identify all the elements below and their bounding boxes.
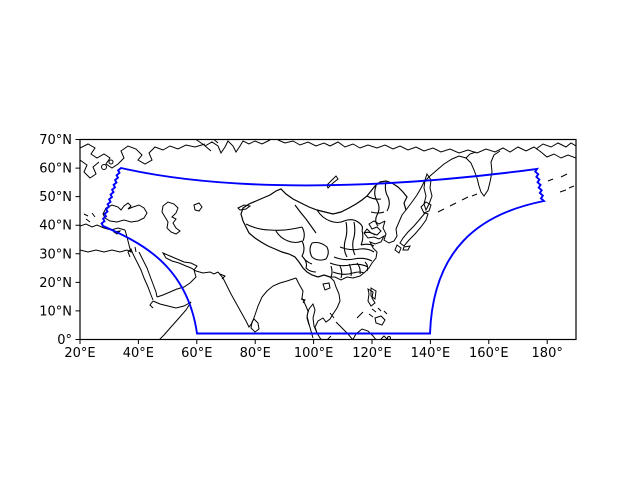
y-tick-label: 30°N xyxy=(39,247,72,262)
y-tick-marks xyxy=(75,139,80,340)
red-sea xyxy=(127,246,158,301)
x-tick-label: 100°E xyxy=(294,346,334,361)
sakhalin-island xyxy=(423,172,433,212)
hainan xyxy=(322,282,331,291)
kuril-islands xyxy=(437,193,478,213)
x-tick-label: 40°E xyxy=(123,346,154,361)
lake-balkhash xyxy=(237,204,252,211)
shikoku xyxy=(402,245,411,251)
aleutian-islands xyxy=(547,173,575,193)
coastline-thailand-burma xyxy=(295,277,318,339)
y-tick-label: 60°N xyxy=(39,162,72,177)
x-tick-label: 80°E xyxy=(240,346,271,361)
domain-outline-layer xyxy=(100,166,547,335)
coastline-arctic-east xyxy=(329,141,576,159)
hokkaido xyxy=(420,201,432,214)
aral-sea xyxy=(193,202,203,212)
borneo-sumatra xyxy=(326,312,388,340)
philippines xyxy=(356,287,388,326)
coastline-china xyxy=(330,220,386,281)
x-tick-label: 60°E xyxy=(181,346,212,361)
coastline-okhotsk-kamchatka xyxy=(423,150,501,197)
y-tick-label: 20°N xyxy=(39,276,72,291)
x-tick-marks xyxy=(79,339,548,344)
coastline-egypt-levant xyxy=(80,229,132,253)
x-tick-label: 120°E xyxy=(352,346,392,361)
x-tick-label: 180° xyxy=(532,346,563,361)
coastline-chukotka xyxy=(535,142,576,150)
coastline-baltic xyxy=(80,159,100,179)
y-tick-label: 50°N xyxy=(39,190,72,205)
sulawesi-islet xyxy=(387,336,391,340)
axes-frame xyxy=(79,138,577,341)
taiwan xyxy=(370,287,377,300)
x-tick-labels: 20°E 40°E 60°E 80°E 100°E 120°E 140°E 16… xyxy=(64,346,562,361)
novaya-zemlya-islands xyxy=(195,139,219,152)
black-sea xyxy=(102,202,148,223)
y-tick-labels: 70°N 60°N 50°N 40°N 30°N 20°N 10°N 0° xyxy=(39,133,72,348)
lake-ladoga xyxy=(101,164,107,170)
y-tick-label: 0° xyxy=(57,333,72,348)
x-tick-label: 140°E xyxy=(411,346,451,361)
y-tick-label: 70°N xyxy=(39,133,72,148)
lake-onega xyxy=(108,159,114,165)
y-tick-label: 40°N xyxy=(39,219,72,234)
coastline-layer xyxy=(80,139,576,340)
y-tick-label: 10°N xyxy=(39,304,72,319)
sri-lanka xyxy=(250,318,260,333)
china-province-borders xyxy=(245,181,390,279)
coastline-arctic-west xyxy=(80,143,206,169)
domain-outline xyxy=(100,166,547,335)
coastline-anatolia xyxy=(80,223,126,231)
coastline-korea-primorye xyxy=(382,181,425,244)
aegean-islands xyxy=(83,212,96,223)
x-tick-label: 20°E xyxy=(64,346,95,361)
coastline-somalia xyxy=(149,300,192,340)
kyushu xyxy=(394,244,402,254)
x-tick-label: 160°E xyxy=(469,346,509,361)
coastline-arctic-middle xyxy=(204,139,331,155)
honshu xyxy=(399,212,429,247)
caspian-sea xyxy=(161,201,181,235)
